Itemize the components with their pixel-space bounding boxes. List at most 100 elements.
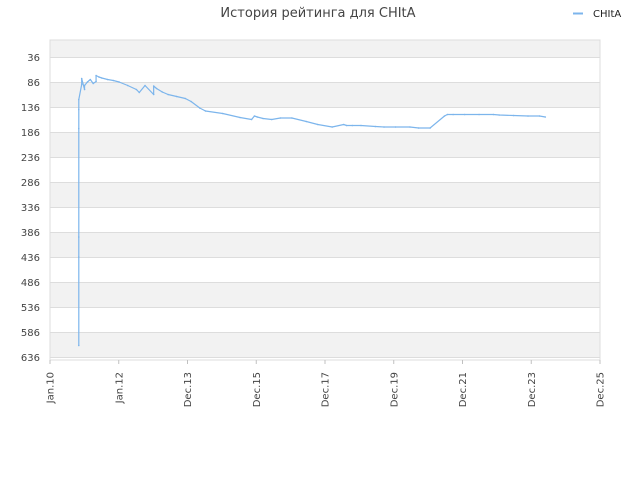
y-tick-label: 136 bbox=[21, 103, 40, 114]
plot-band bbox=[50, 82, 600, 108]
y-tick-label: 186 bbox=[21, 128, 40, 139]
series-point bbox=[101, 77, 103, 79]
series-point bbox=[262, 117, 264, 120]
plot-band bbox=[50, 182, 600, 208]
series-point bbox=[374, 125, 377, 128]
series-point bbox=[175, 95, 178, 98]
series-point bbox=[204, 110, 207, 112]
x-tick-label: Dec.19 bbox=[389, 372, 400, 407]
series-point bbox=[77, 344, 80, 347]
x-tick-label: Dec.15 bbox=[252, 372, 263, 407]
plot-band bbox=[50, 307, 600, 333]
series-point bbox=[409, 126, 411, 128]
series-point bbox=[291, 117, 293, 119]
series-point bbox=[152, 93, 155, 96]
y-tick-label: 36 bbox=[27, 53, 40, 64]
x-tick-label: Dec.17 bbox=[321, 372, 332, 407]
x-tick-label: Jan.12 bbox=[114, 372, 125, 404]
legend[interactable]: CHItA bbox=[573, 9, 621, 20]
series-point bbox=[155, 87, 158, 90]
series-point bbox=[360, 124, 362, 127]
series-point bbox=[342, 123, 345, 126]
series-point bbox=[512, 114, 515, 117]
series-point bbox=[305, 120, 308, 123]
series-point bbox=[544, 116, 547, 118]
series-point bbox=[89, 78, 92, 81]
series-point bbox=[351, 124, 354, 127]
series-point bbox=[144, 84, 146, 87]
legend-series-label: CHItA bbox=[593, 9, 621, 20]
plot-background-bands bbox=[50, 40, 600, 358]
series-point bbox=[112, 79, 115, 82]
series-point bbox=[77, 108, 80, 111]
series-point bbox=[92, 82, 94, 85]
plot-band bbox=[50, 107, 600, 133]
series-group bbox=[77, 74, 547, 347]
series-point bbox=[198, 107, 201, 109]
series-point bbox=[106, 78, 109, 81]
series-point bbox=[527, 115, 529, 117]
y-tick-label: 386 bbox=[21, 228, 40, 239]
plot-band bbox=[50, 232, 600, 258]
series-point bbox=[383, 126, 385, 128]
series-point bbox=[492, 113, 495, 116]
series-point bbox=[118, 81, 120, 83]
y-tick-label: 236 bbox=[21, 153, 40, 164]
y-axis-ticks: 36 86 136 186 236 286 336 386 436 486 536 586 636 bbox=[21, 53, 40, 364]
series-point bbox=[86, 81, 89, 83]
plot-band bbox=[50, 132, 600, 158]
series-point bbox=[184, 97, 187, 100]
series-point bbox=[77, 236, 80, 238]
series-point bbox=[83, 84, 86, 87]
series-point bbox=[446, 113, 449, 116]
series-point bbox=[429, 127, 431, 129]
y-tick-label: 636 bbox=[21, 353, 40, 364]
series-point bbox=[538, 115, 541, 117]
x-tick-label: Dec.23 bbox=[527, 372, 538, 407]
plot-band bbox=[50, 207, 600, 233]
series-point bbox=[98, 76, 100, 78]
series-point bbox=[279, 117, 282, 119]
series-point bbox=[95, 74, 97, 77]
series-point bbox=[80, 83, 83, 86]
series-point bbox=[498, 114, 501, 116]
x-tick-label: Jan.10 bbox=[46, 372, 57, 404]
chart-title: История рейтинга для CHItA bbox=[220, 6, 415, 21]
x-tick-label: Dec.13 bbox=[183, 372, 194, 407]
plot-band bbox=[50, 282, 600, 308]
plot-band bbox=[50, 157, 600, 183]
series-point bbox=[270, 118, 273, 121]
series-point bbox=[256, 116, 259, 118]
series-point bbox=[161, 91, 164, 93]
series-point bbox=[83, 88, 86, 91]
y-tick-label: 486 bbox=[21, 278, 40, 289]
series-point bbox=[138, 91, 141, 94]
plot-band bbox=[50, 40, 600, 58]
series-point bbox=[221, 112, 224, 115]
series-point bbox=[417, 127, 420, 129]
gridlines bbox=[50, 57, 600, 358]
series-point bbox=[77, 98, 80, 101]
series-point bbox=[190, 100, 192, 103]
series-point bbox=[463, 113, 466, 116]
x-tick-label: Dec.21 bbox=[458, 372, 469, 407]
series-point bbox=[394, 126, 397, 128]
y-tick-label: 536 bbox=[21, 303, 40, 314]
y-tick-label: 336 bbox=[21, 203, 40, 214]
series-point bbox=[452, 113, 454, 116]
series-point bbox=[152, 85, 155, 87]
series-point bbox=[77, 256, 80, 258]
series-point bbox=[77, 127, 80, 130]
series-point bbox=[126, 84, 129, 87]
series-point bbox=[331, 126, 333, 128]
series-point bbox=[253, 115, 256, 117]
series-point bbox=[95, 80, 97, 83]
x-axis-ticks: Jan.10 Jan.12 Dec.13 Dec.15 Dec.17 Dec.19 Dec.… bbox=[46, 360, 607, 407]
series-point bbox=[345, 124, 348, 127]
series-point bbox=[317, 123, 319, 126]
series-point bbox=[167, 93, 169, 96]
x-tick-label: Dec.25 bbox=[596, 372, 607, 407]
plot-band bbox=[50, 57, 600, 83]
y-tick-label: 586 bbox=[21, 328, 40, 339]
